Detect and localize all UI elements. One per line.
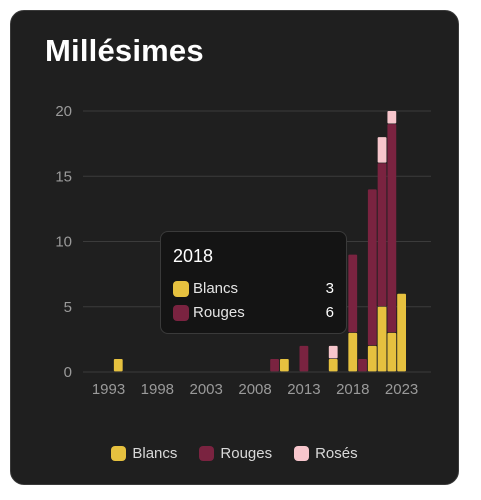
y-tick-label: 0	[64, 364, 72, 381]
bar-segment-ross-2016[interactable]	[328, 345, 338, 359]
bar-segment-blancs-2022[interactable]	[387, 332, 397, 372]
bar-segment-ross-2022[interactable]	[387, 111, 397, 124]
tooltip-value: 3	[325, 280, 334, 297]
x-tick-label: 2003	[190, 381, 223, 398]
bar-segment-rouges-2020[interactable]	[367, 189, 377, 346]
stacked-bar-chart[interactable]: 0 5 10 15 20 1993 1998 2003 2008 2013 2018 2023	[11, 11, 459, 431]
bar-segment-blancs-2023[interactable]	[397, 293, 406, 372]
bar-segment-blancs-2011[interactable]	[279, 358, 289, 372]
tooltip-swatch-rouges	[173, 305, 189, 321]
y-tick-label: 20	[55, 103, 72, 120]
tooltip-row-blancs: Blancs 3	[173, 280, 334, 300]
chart-legend: Blancs Rouges Rosés	[11, 442, 458, 464]
legend-swatch-blancs	[111, 445, 127, 461]
y-tick-label: 10	[55, 234, 72, 251]
bar-segment-rouges-2018[interactable]	[348, 254, 358, 333]
bar-segment-rouges-2022[interactable]	[387, 124, 397, 333]
chart-title: Millésimes	[45, 33, 204, 68]
legend-swatch-rouges	[199, 445, 215, 461]
bar-segment-blancs-2018[interactable]	[348, 332, 358, 372]
tooltip-swatch-blancs	[173, 281, 189, 297]
x-tick-label: 2023	[385, 381, 418, 398]
chart-tooltip: 2018 Blancs 3 Rouges 6	[160, 231, 347, 334]
legend-label: Rosés	[315, 444, 358, 462]
legend-item-rouges[interactable]: Rouges	[199, 442, 272, 464]
legend-label: Rouges	[220, 444, 273, 462]
tooltip-label: Blancs	[193, 280, 239, 297]
x-tick-label: 1993	[92, 381, 125, 398]
bar-segment-rouges-2010[interactable]	[270, 358, 279, 372]
x-tick-label: 2018	[336, 381, 369, 398]
bar-segment-blancs-2021[interactable]	[377, 306, 387, 372]
x-tick-label: 2013	[287, 381, 320, 398]
bar-segment-blancs-1994[interactable]	[113, 358, 123, 372]
bar-segment-rouges-2021[interactable]	[377, 163, 387, 307]
x-tick-label: 2008	[238, 381, 271, 398]
tooltip-row-rouges: Rouges 6	[173, 304, 334, 324]
tooltip-title: 2018	[173, 246, 214, 266]
tooltip-label: Rouges	[193, 304, 245, 321]
legend-label: Blancs	[132, 444, 178, 462]
legend-item-blancs[interactable]: Blancs	[111, 442, 177, 464]
bar-segment-blancs-2020[interactable]	[367, 345, 377, 372]
vintages-card: Millésimes 0 5 10 15 20 1993 1998 2003 2008 2013 2…	[10, 10, 459, 485]
tooltip-value: 6	[325, 304, 334, 321]
x-tick-label: 1998	[141, 381, 174, 398]
bar-segment-rouges-2013[interactable]	[299, 345, 309, 372]
legend-item-roses[interactable]: Rosés	[294, 442, 358, 464]
legend-swatch-roses	[294, 445, 310, 461]
bar-segment-ross-2021[interactable]	[377, 137, 387, 163]
bar-segment-rouges-2019[interactable]	[358, 358, 367, 372]
bar-segment-blancs-2016[interactable]	[328, 358, 338, 372]
y-tick-label: 5	[64, 299, 72, 316]
y-tick-label: 15	[55, 168, 72, 185]
